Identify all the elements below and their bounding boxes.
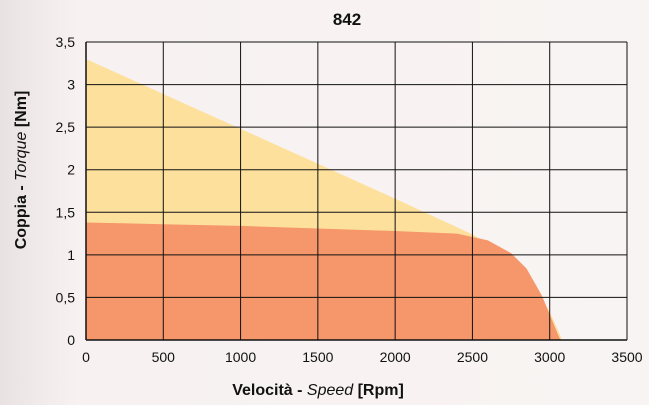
x-axis-label-suffix: [Rpm] (353, 382, 404, 399)
y-tick-label: 1,5 (56, 204, 76, 220)
y-tick-label: 3 (67, 77, 75, 93)
y-tick-label: 3,5 (56, 34, 76, 50)
y-tick-label: 2 (67, 162, 75, 178)
y-tick-label: 2,5 (56, 119, 76, 135)
y-tick-label: 1 (67, 247, 75, 263)
area-series-2 (86, 222, 561, 340)
y-axis-label-italic: Torque (13, 132, 30, 181)
x-axis-label-italic: Speed (307, 382, 354, 399)
tick-labels-layer: 0 500 1000 1500 2000 2500 3000 3500 0 0,5 1 1,5 2 2,5… (56, 34, 643, 365)
areas-layer (86, 59, 563, 340)
x-tick-label: 2000 (380, 349, 411, 365)
x-axis-label-prefix: Velocità - (232, 382, 307, 399)
y-tick-label: 0,5 (56, 289, 76, 305)
grid-layer (85, 41, 628, 341)
x-tick-label: 0 (82, 349, 90, 365)
x-tick-label: 1500 (302, 349, 333, 365)
x-tick-label: 3000 (534, 349, 565, 365)
y-axis-label: Coppia - Torque [Nm] (13, 91, 30, 250)
y-axis-label-suffix: [Nm] (13, 91, 30, 132)
chart-title: 842 (333, 10, 361, 29)
x-tick-label: 1000 (225, 349, 256, 365)
x-tick-label: 3500 (611, 349, 642, 365)
x-tick-label: 500 (152, 349, 176, 365)
x-axis-label: Velocità - Speed [Rpm] (232, 382, 404, 399)
x-tick-label: 2500 (457, 349, 488, 365)
y-axis-label-prefix: Coppia - (13, 181, 30, 249)
y-tick-label: 0 (67, 332, 75, 348)
